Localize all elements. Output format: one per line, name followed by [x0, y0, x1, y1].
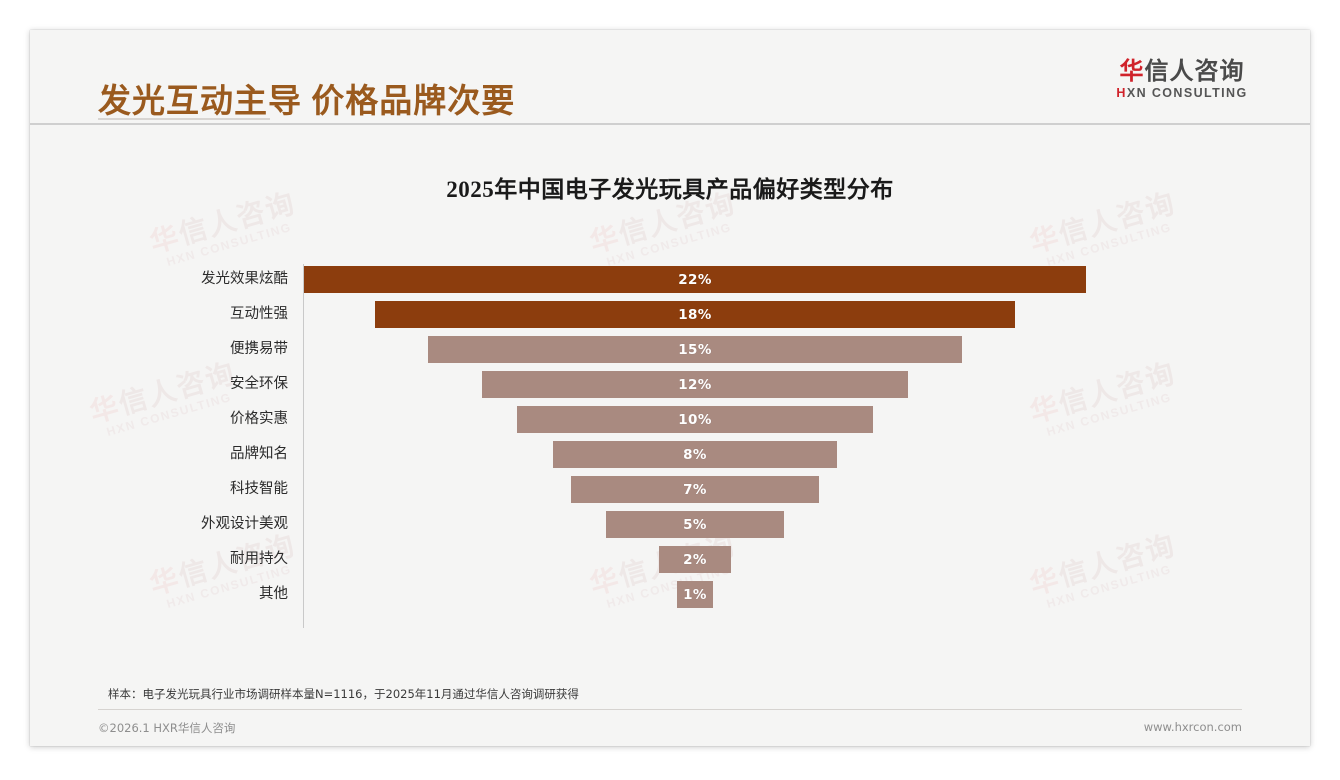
slide-footer: ©2026.1 HXR华信人咨询 www.hxrcon.com: [30, 709, 1310, 746]
funnel-bar[interactable]: 1%: [677, 581, 713, 608]
bar-value-label: 18%: [678, 306, 712, 323]
funnel-bar[interactable]: 10%: [517, 406, 873, 433]
funnel-row: 科技智能 7%: [30, 472, 1310, 507]
funnel-row: 安全环保 12%: [30, 367, 1310, 402]
logo-en-red: H: [1116, 86, 1127, 101]
category-label: 品牌知名: [230, 446, 288, 462]
funnel-row: 耐用持久 2%: [30, 542, 1310, 577]
y-axis-line: [303, 264, 304, 628]
chart-title: 2025年中国电子发光玩具产品偏好类型分布: [446, 177, 894, 202]
funnel-bar[interactable]: 12%: [481, 371, 909, 398]
page-title: 发光互动主导 价格品牌次要: [98, 84, 516, 120]
bar-value-label: 1%: [683, 586, 707, 603]
funnel-row: 价格实惠 10%: [30, 402, 1310, 437]
funnel-bar[interactable]: 5%: [606, 511, 784, 538]
funnel-bar[interactable]: 8%: [552, 441, 838, 468]
funnel-row: 品牌知名 8%: [30, 437, 1310, 472]
bar-value-label: 10%: [678, 411, 712, 428]
slide-canvas: 华信人咨询 HXN CONSULTING 华信人咨询 HXN CONSULTIN…: [30, 30, 1310, 746]
header-divider: [30, 123, 1310, 125]
category-label: 耐用持久: [230, 551, 288, 567]
slide-header: 发光互动主导 价格品牌次要 华信人咨询 HXN CONSULTING: [30, 30, 1310, 123]
category-label: 科技智能: [230, 481, 288, 497]
funnel-bar[interactable]: 2%: [659, 546, 731, 573]
watermark-cn-red: 华: [586, 220, 624, 259]
funnel-row: 外观设计美观 5%: [30, 507, 1310, 542]
funnel-chart: 发光效果炫酷 22% 互动性强 18% 便携易带 15% 安全环保 12% 价格实惠 10% 品牌知…: [30, 262, 1310, 662]
title-underline: [98, 118, 270, 120]
funnel-rows: 发光效果炫酷 22% 互动性强 18% 便携易带 15% 安全环保 12% 价格实惠 10% 品牌知…: [30, 262, 1310, 612]
watermark-cn-red: 华: [146, 220, 184, 259]
funnel-row: 便携易带 15%: [30, 332, 1310, 367]
funnel-bar[interactable]: 18%: [375, 301, 1015, 328]
logo-en-rest: XN CONSULTING: [1126, 86, 1248, 101]
logo-cn-red: 华: [1119, 57, 1145, 85]
bar-value-label: 22%: [678, 271, 712, 288]
funnel-row: 其他 1%: [30, 577, 1310, 612]
category-label: 互动性强: [230, 306, 288, 322]
funnel-bar[interactable]: 22%: [304, 266, 1086, 293]
brand-logo: 华信人咨询 HXN CONSULTING: [1092, 58, 1272, 101]
funnel-row: 互动性强 18%: [30, 297, 1310, 332]
logo-cn-rest: 信人咨询: [1144, 57, 1245, 85]
category-label: 价格实惠: [230, 411, 288, 427]
logo-english: HXN CONSULTING: [1092, 86, 1272, 100]
footer-divider: [98, 709, 1242, 710]
funnel-row: 发光效果炫酷 22%: [30, 262, 1310, 297]
source-note: 样本：电子发光玩具行业市场调研样本量N=1116，于2025年11月通过华信人咨…: [108, 687, 579, 701]
funnel-bar[interactable]: 15%: [428, 336, 962, 363]
logo-chinese: 华信人咨询: [1092, 58, 1272, 84]
category-label: 其他: [259, 586, 288, 602]
copyright-text: ©2026.1 HXR华信人咨询: [98, 721, 236, 735]
funnel-bar[interactable]: 7%: [570, 476, 820, 503]
category-label: 便携易带: [230, 341, 288, 357]
bar-value-label: 15%: [678, 341, 712, 358]
website-link[interactable]: www.hxrcon.com: [1143, 720, 1242, 734]
category-label: 外观设计美观: [201, 516, 288, 532]
bar-value-label: 8%: [683, 446, 707, 463]
bar-value-label: 2%: [683, 551, 707, 568]
bar-value-label: 12%: [678, 376, 712, 393]
bar-value-label: 5%: [683, 516, 707, 533]
watermark-cn-red: 华: [1026, 220, 1064, 259]
category-label: 安全环保: [230, 376, 288, 392]
bar-value-label: 7%: [683, 481, 707, 498]
category-label: 发光效果炫酷: [201, 271, 288, 287]
